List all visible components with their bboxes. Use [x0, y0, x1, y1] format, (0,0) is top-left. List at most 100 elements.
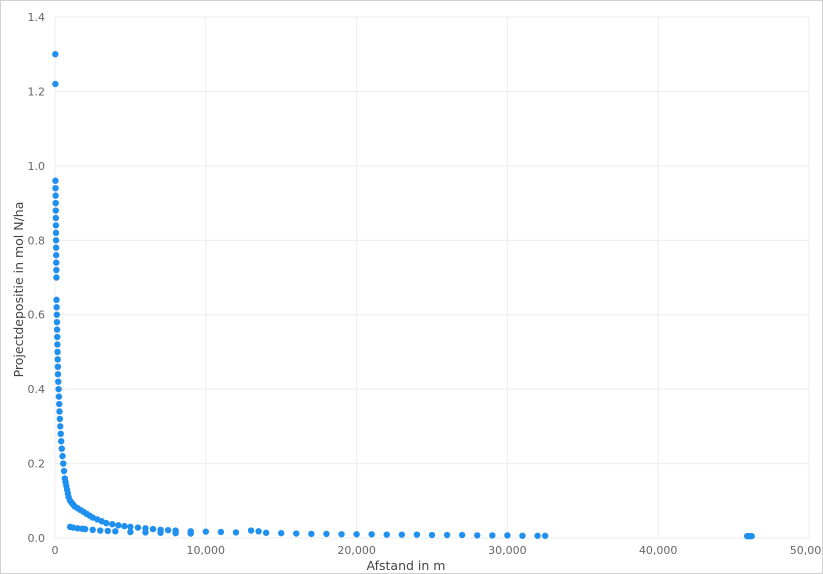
data-point	[157, 529, 164, 536]
data-point	[247, 527, 255, 534]
data-point	[97, 527, 104, 534]
y-tick-label: 0.4	[28, 383, 46, 396]
data-point	[187, 530, 194, 537]
data-point	[55, 378, 62, 385]
data-point	[52, 214, 60, 222]
data-point	[52, 222, 60, 229]
data-point	[54, 363, 62, 371]
data-point	[56, 415, 64, 423]
y-tick-label: 0.6	[28, 309, 46, 322]
data-point	[54, 333, 61, 341]
data-point	[398, 531, 406, 538]
data-point	[55, 393, 63, 400]
y-tick-label: 0.8	[28, 234, 46, 247]
data-point	[142, 529, 149, 536]
data-point	[368, 531, 375, 538]
data-point	[54, 348, 61, 356]
data-point	[489, 532, 496, 539]
data-point	[89, 526, 96, 534]
data-point	[53, 259, 60, 266]
x-tick-label: 50,000	[790, 544, 822, 557]
data-point	[172, 529, 179, 537]
x-axis-title: Afstand in m	[367, 558, 446, 573]
data-point	[413, 531, 421, 538]
data-point	[278, 529, 285, 537]
data-point	[81, 525, 89, 533]
data-point	[54, 371, 62, 378]
data-point	[308, 530, 315, 538]
data-point	[103, 519, 110, 527]
data-point	[293, 530, 300, 537]
data-point	[53, 274, 60, 281]
data-point	[383, 531, 390, 538]
data-point	[504, 532, 511, 539]
data-point	[534, 532, 541, 539]
y-tick-label: 1.4	[28, 11, 46, 24]
x-tick-label: 0	[52, 544, 59, 557]
data-point	[52, 80, 59, 88]
y-tick-label: 1.2	[28, 85, 46, 98]
data-point	[115, 522, 122, 529]
y-tick-label: 0.2	[28, 458, 46, 471]
data-point	[428, 531, 436, 539]
data-point	[127, 523, 134, 531]
data-point	[232, 529, 240, 536]
data-point	[217, 528, 225, 536]
y-tick-label: 1.0	[28, 160, 46, 173]
data-point	[121, 522, 128, 530]
data-point	[52, 199, 59, 207]
data-point	[52, 237, 60, 244]
data-point	[262, 529, 270, 536]
data-point	[58, 445, 65, 452]
data-point	[57, 423, 64, 430]
data-point	[202, 528, 209, 535]
x-tick-label: 30,000	[488, 544, 527, 557]
data-point	[519, 532, 526, 539]
data-point	[458, 531, 466, 539]
y-axis-title: Projectdepositie in mol N/ha	[11, 202, 26, 378]
data-point	[55, 385, 62, 393]
y-tick-label: 0.0	[28, 532, 46, 545]
data-point	[338, 531, 345, 538]
data-point	[52, 177, 59, 184]
data-point	[353, 531, 360, 538]
data-point	[54, 341, 61, 348]
data-point	[134, 524, 142, 531]
x-tick-label: 20,000	[337, 544, 376, 557]
data-point	[52, 229, 60, 237]
data-point	[112, 528, 119, 535]
data-point	[53, 304, 60, 311]
data-point	[57, 430, 64, 437]
data-point	[109, 521, 116, 528]
data-point	[323, 530, 330, 538]
data-point	[748, 532, 755, 540]
data-point	[149, 525, 157, 533]
data-point	[541, 532, 549, 539]
data-point	[474, 532, 481, 539]
data-point	[52, 244, 60, 251]
data-point	[52, 207, 59, 214]
data-point	[57, 438, 65, 445]
data-point	[52, 51, 59, 58]
data-point	[164, 526, 172, 534]
data-point	[53, 311, 61, 318]
data-point	[53, 266, 60, 274]
data-point	[53, 296, 60, 304]
data-point	[443, 531, 451, 539]
data-point	[60, 460, 67, 467]
data-point	[56, 408, 63, 415]
data-point	[54, 356, 61, 363]
data-point	[53, 318, 61, 326]
data-point	[52, 184, 59, 192]
data-point	[255, 528, 262, 535]
x-tick-label: 10,000	[187, 544, 226, 557]
data-point	[53, 251, 60, 259]
data-point	[104, 527, 111, 535]
data-point	[52, 192, 59, 199]
data-point	[56, 400, 63, 408]
data-point	[59, 452, 66, 460]
data-point	[127, 528, 134, 536]
data-point	[60, 467, 68, 475]
